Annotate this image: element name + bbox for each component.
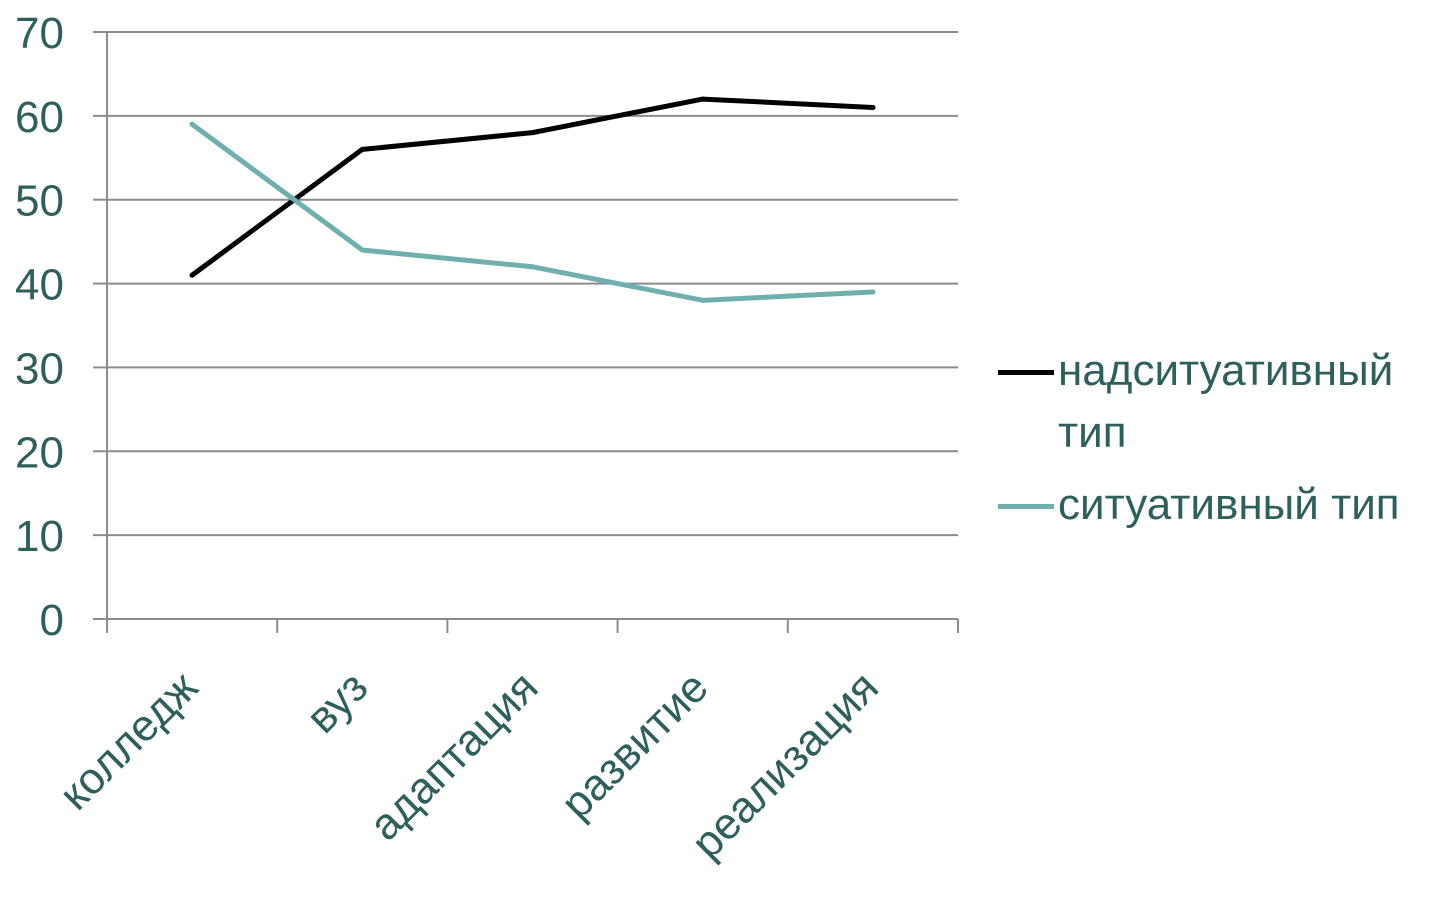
series-0-point (700, 96, 706, 102)
legend-swatch-situativny (998, 504, 1054, 509)
series-1-point (530, 264, 535, 270)
y-tick-label: 10 (15, 512, 64, 561)
y-tick-label: 60 (15, 93, 64, 142)
series-1-point (870, 289, 876, 295)
gridlines (107, 31, 958, 537)
series-0-point (359, 146, 365, 152)
x-tick-label: развитие (552, 662, 718, 828)
y-tick-label: 20 (15, 428, 64, 477)
legend: надситуативный тип ситуативный тип (998, 340, 1428, 546)
x-tick-label: адаптация (360, 662, 548, 850)
y-tick-labels: 0 10 20 30 40 50 60 70 (15, 9, 64, 645)
series-line-1 (189, 121, 876, 303)
y-tick-label: 50 (15, 177, 64, 226)
x-tick-label: колледж (50, 662, 208, 820)
series-0-point (189, 272, 195, 278)
series-1-point (359, 247, 365, 253)
series-0-point (870, 104, 876, 110)
legend-label-situativny: ситуативный тип (1058, 480, 1400, 529)
series-lines (189, 96, 876, 303)
series-1-point (189, 121, 195, 127)
y-tick-label: 30 (15, 344, 64, 393)
y-tick-label: 40 (15, 261, 64, 310)
legend-item-nadsituativny: надситуативный тип (998, 340, 1428, 464)
y-tick-label: 70 (15, 9, 64, 58)
axes (93, 31, 959, 633)
legend-swatch-nadsituativny (998, 370, 1054, 375)
series-1-point (700, 297, 706, 303)
legend-label-nadsituativny: надситуативный тип (1058, 346, 1394, 457)
x-tick-label: вуз (297, 662, 377, 742)
y-tick-label: 0 (40, 596, 64, 645)
series-line-0 (189, 96, 876, 278)
legend-item-situativny: ситуативный тип (998, 474, 1428, 536)
series-0-point (530, 130, 535, 136)
